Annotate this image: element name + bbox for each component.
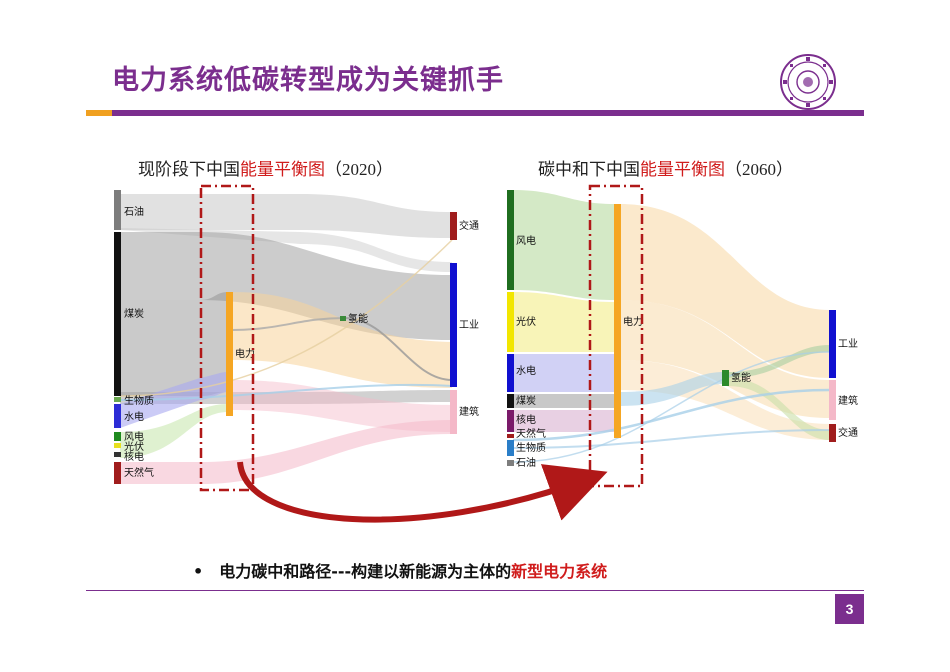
right-flows: [512, 190, 831, 463]
label-buildings-2060: 建筑: [838, 394, 858, 407]
label-solar: 光伏: [124, 440, 144, 453]
node-buildings-2060: [829, 380, 836, 420]
footer-divider: [86, 590, 864, 591]
label-natural-gas: 天然气: [124, 466, 154, 479]
label-oil-2060: 石油: [516, 456, 536, 469]
label-industry: 工业: [459, 319, 479, 331]
node-wind: [114, 432, 121, 441]
label-electricity-2060: 电力: [623, 315, 643, 328]
node-electricity: [226, 292, 233, 416]
summary-bullet: • 电力碳中和路径---构建以新能源为主体的新型电力系统: [193, 558, 607, 582]
left-electricity-highlight-box: [199, 184, 255, 492]
node-natural-gas: [114, 462, 121, 484]
left-flows: [119, 194, 453, 484]
node-buildings: [450, 390, 457, 434]
node-oil: [114, 190, 121, 230]
label-electricity: 电力: [235, 347, 255, 360]
node-solar: [114, 443, 121, 448]
left-diagram-title: 现阶段下中国能量平衡图（2020）: [138, 160, 393, 180]
node-solar-2060: [507, 292, 514, 352]
node-industry: [450, 263, 457, 387]
right-electricity-highlight-box: [588, 184, 644, 488]
node-transport: [450, 212, 457, 240]
label-wind: 风电: [124, 430, 144, 443]
label-nuclear-2060: 核电: [516, 413, 536, 426]
node-nuclear: [114, 452, 121, 457]
label-coal-2060: 煤炭: [516, 394, 536, 407]
page-number: 3: [835, 594, 864, 624]
node-hydrogen-2060: [722, 370, 729, 386]
node-natural-gas-2060: [507, 434, 514, 438]
node-transport-2060: [829, 424, 836, 442]
node-coal-2060: [507, 394, 514, 408]
slide-title: 电力系统低碳转型成为关键抓手: [112, 65, 504, 96]
title-underline-purple: [112, 110, 864, 116]
label-hydro-2060: 水电: [516, 364, 536, 377]
label-natural-gas-2060: 天然气: [516, 427, 546, 440]
university-seal-logo: [780, 54, 836, 110]
label-biomass: 生物质: [124, 394, 154, 407]
label-buildings: 建筑: [459, 405, 479, 418]
node-hydro-2060: [507, 354, 514, 392]
transition-arrow: [237, 461, 608, 523]
label-industry-2060: 工业: [838, 338, 858, 350]
bullet-text: 电力碳中和路径---构建以新能源为主体的: [219, 562, 512, 581]
label-hydro: 水电: [124, 410, 144, 423]
label-solar-2060: 光伏: [516, 315, 536, 328]
node-biomass-2060: [507, 440, 514, 456]
bullet-dot: •: [193, 562, 204, 581]
node-electricity-2060: [614, 204, 621, 438]
title-underline-orange: [86, 110, 112, 116]
label-wind-2060: 风电: [516, 234, 536, 247]
label-transport: 交通: [459, 219, 479, 232]
label-transport-2060: 交通: [838, 426, 858, 439]
label-biomass-2060: 生物质: [516, 441, 546, 454]
node-hydro: [114, 404, 121, 428]
node-nuclear-2060: [507, 410, 514, 432]
label-hydrogen-2060: 氢能: [731, 371, 751, 384]
right-diagram-title: 碳中和下中国能量平衡图（2060）: [538, 160, 793, 180]
node-wind-2060: [507, 190, 514, 290]
node-hydrogen: [340, 316, 346, 321]
label-nuclear: 核电: [124, 450, 144, 463]
bullet-highlight: 新型电力系统: [511, 562, 608, 581]
label-coal: 煤炭: [124, 307, 144, 320]
node-coal: [114, 232, 121, 396]
node-industry-2060: [829, 310, 836, 378]
node-oil-2060: [507, 460, 514, 466]
label-oil: 石油: [124, 205, 144, 218]
node-biomass: [114, 397, 121, 402]
label-hydrogen: 氢能: [348, 312, 368, 325]
